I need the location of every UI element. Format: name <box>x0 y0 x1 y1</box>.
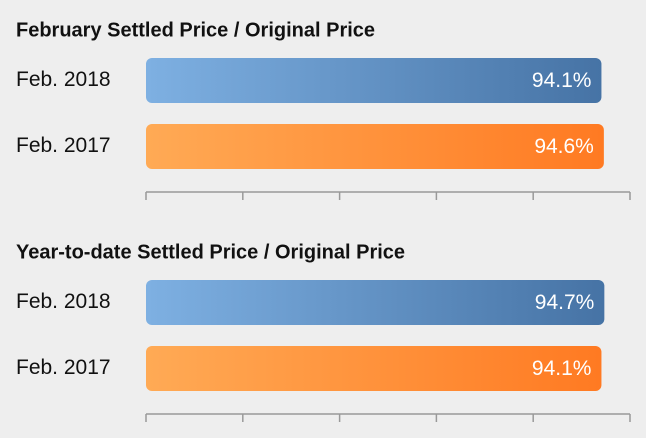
bar <box>146 124 604 169</box>
category-label: Feb. 2018 <box>16 68 111 91</box>
value-label: 94.1% <box>532 357 592 380</box>
chart-title: Year-to-date Settled Price / Original Pr… <box>16 241 405 263</box>
bar <box>146 346 602 391</box>
value-label: 94.1% <box>532 69 592 92</box>
chart-title: February Settled Price / Original Price <box>16 19 375 41</box>
bar <box>146 280 605 325</box>
bar <box>146 58 602 103</box>
category-label: Feb. 2018 <box>16 290 111 313</box>
category-label: Feb. 2017 <box>16 356 111 379</box>
value-label: 94.6% <box>534 135 594 158</box>
value-label: 94.7% <box>535 291 595 314</box>
category-label: Feb. 2017 <box>16 134 111 157</box>
